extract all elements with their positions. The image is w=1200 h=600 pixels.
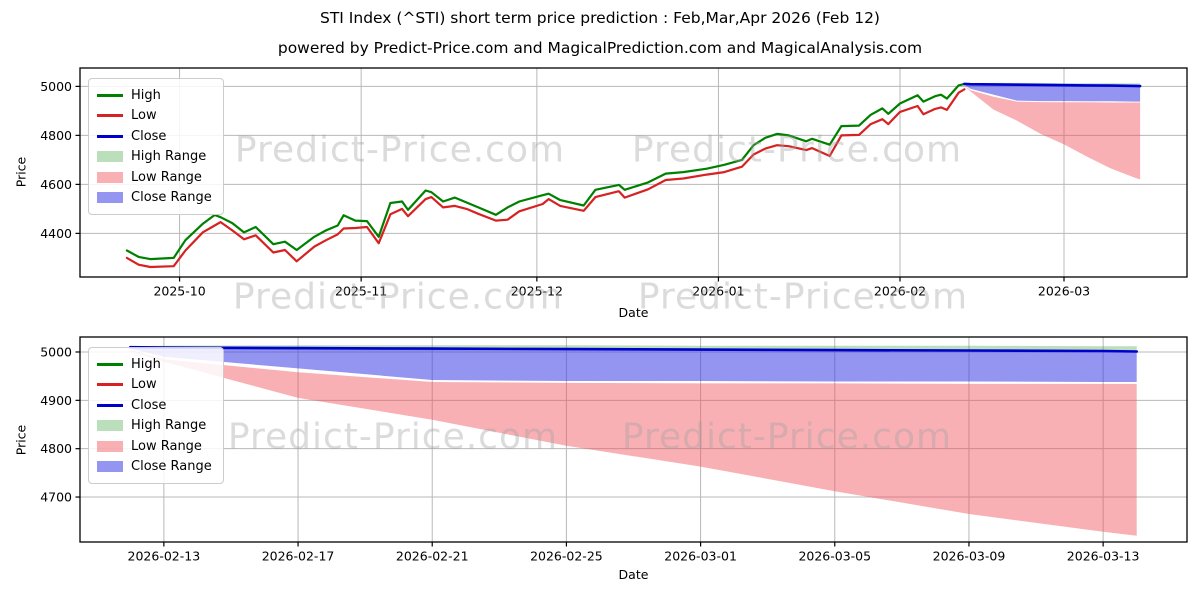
legend-item-high: High <box>97 354 215 375</box>
bottom-chart: 4700 4800 4900 5000 2026-02-13 2026-02-17 2026… <box>40 336 1188 564</box>
legend-swatch <box>97 362 123 366</box>
y-tick-label: 4700 <box>40 490 72 505</box>
plot-border <box>79 336 1188 543</box>
series-high <box>125 82 966 261</box>
y-tick-label: 4600 <box>40 177 72 192</box>
legend-item-low-range: Low Range <box>97 167 215 188</box>
x-tick-label: 2026-02-25 <box>530 549 603 564</box>
legend-swatch <box>97 114 123 118</box>
legend-swatch <box>97 134 123 138</box>
y-tick-label: 4800 <box>40 128 72 143</box>
x-tick-label: 2026-03 <box>1038 284 1090 299</box>
legend-label: High <box>131 356 161 372</box>
band-close-range <box>130 347 1137 382</box>
x-tick-label: 2026-03-01 <box>664 549 737 564</box>
legend-label: Close <box>131 397 167 413</box>
y-tick-label: 5000 <box>40 79 72 94</box>
legend-item-high: High <box>97 85 215 106</box>
x-tick-label: 2026-02 <box>874 284 926 299</box>
legend-swatch <box>97 461 123 473</box>
legend-item-low: Low <box>97 375 215 396</box>
legend-label: High <box>131 87 161 103</box>
legend-swatch <box>97 420 123 432</box>
x-tick-label: 2026-02-21 <box>396 549 469 564</box>
legend-label: Low Range <box>131 438 202 454</box>
legend-item-close-range: Close Range <box>97 457 215 478</box>
legend-swatch <box>97 383 123 387</box>
top-chart-legend: High Low Close High Range Low Range Close Ran… <box>88 78 224 215</box>
legend-swatch <box>97 171 123 183</box>
series-close <box>129 345 1138 353</box>
legend-label: Close Range <box>131 459 212 475</box>
legend-label: High Range <box>131 418 207 434</box>
x-tick-label: 2026-03-09 <box>933 549 1006 564</box>
x-tick-label: 2026-01 <box>692 284 744 299</box>
legend-label: Low Range <box>131 169 202 185</box>
figure-title: STI Index (^STI) short term price predic… <box>320 9 880 27</box>
legend-swatch <box>97 192 123 204</box>
series-low <box>125 88 966 269</box>
legend-label: Low <box>131 108 157 124</box>
legend-item-low: Low <box>97 106 215 127</box>
y-tick-label: 4800 <box>40 441 72 456</box>
legend-swatch <box>97 151 123 163</box>
x-tick-label: 2026-03-13 <box>1067 549 1140 564</box>
top-chart-xlabel: Date <box>618 305 649 320</box>
x-tick-label: 2025-11 <box>335 284 387 299</box>
legend-swatch <box>97 403 123 407</box>
top-chart-ylabel: Price <box>13 156 29 188</box>
y-tick-label: 5000 <box>40 344 72 359</box>
legend-label: Close Range <box>131 190 212 206</box>
band-close-range <box>964 83 1141 102</box>
legend-label: Low <box>131 377 157 393</box>
legend-item-close: Close <box>97 395 215 416</box>
figure-subtitle: powered by Predict-Price.com and Magical… <box>277 39 923 57</box>
bottom-chart-xlabel: Date <box>618 567 649 582</box>
legend-swatch <box>97 93 123 97</box>
x-tick-label: 2026-02-13 <box>128 549 201 564</box>
bottom-chart-ylabel: Price <box>13 424 29 456</box>
legend-swatch <box>97 440 123 452</box>
legend-item-close-range: Close Range <box>97 188 215 209</box>
legend-item-high-range: High Range <box>97 147 215 168</box>
y-tick-label: 4400 <box>40 226 72 241</box>
top-chart: 4400 4600 4800 5000 2025-10 2025-11 2025-12 202… <box>40 67 1188 299</box>
legend-item-close: Close <box>97 126 215 147</box>
x-tick-label: 2025-10 <box>153 284 205 299</box>
series-close <box>963 82 1142 88</box>
legend-label: High Range <box>131 149 207 165</box>
band-low-range <box>964 85 1141 180</box>
x-tick-label: 2026-03-05 <box>798 549 871 564</box>
plot-border <box>79 67 1188 278</box>
x-tick-label: 2026-02-17 <box>262 549 335 564</box>
bottom-chart-legend: High Low Close High Range Low Range Close Ran… <box>88 347 224 484</box>
y-tick-label: 4900 <box>40 393 72 408</box>
band-low-range <box>130 349 1137 536</box>
legend-item-high-range: High Range <box>97 416 215 437</box>
legend-item-low-range: Low Range <box>97 436 215 457</box>
x-tick-label: 2025-12 <box>511 284 563 299</box>
legend-label: Close <box>131 128 167 144</box>
